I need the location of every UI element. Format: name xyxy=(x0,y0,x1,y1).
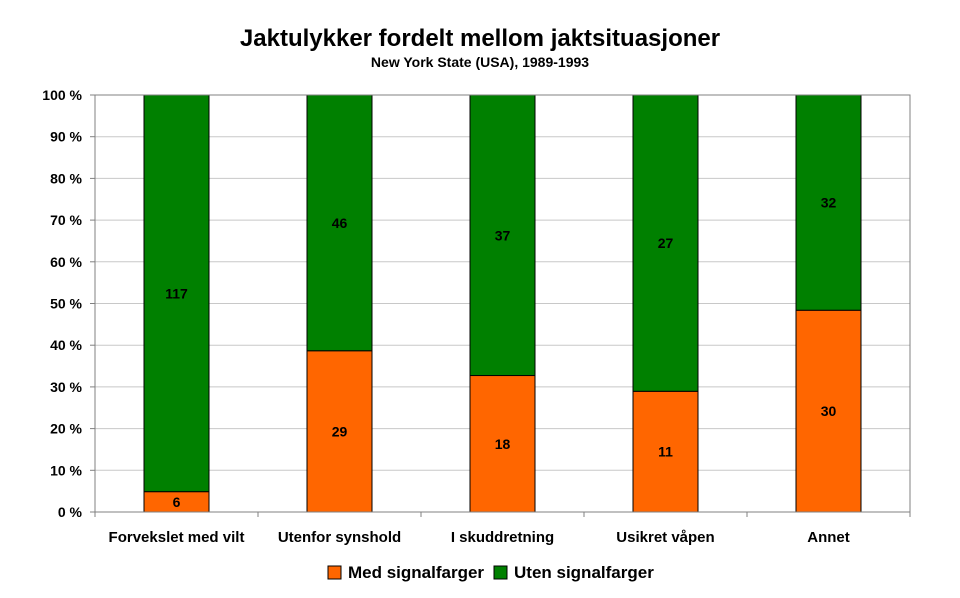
data-label: 117 xyxy=(165,285,188,301)
data-label: 27 xyxy=(658,235,674,251)
bar-segment xyxy=(795,94,862,311)
x-category-label: Forvekslet med vilt xyxy=(109,529,245,546)
x-category-label: Usikret våpen xyxy=(616,529,714,546)
data-label: 30 xyxy=(821,403,837,419)
bar-segment xyxy=(143,94,210,493)
y-tick-label: 20 % xyxy=(50,421,82,437)
bar-segment xyxy=(632,390,699,513)
y-tick-label: 50 % xyxy=(50,296,82,312)
y-tick-label: 90 % xyxy=(50,129,82,145)
y-tick-label: 100 % xyxy=(42,87,82,103)
y-tick-label: 60 % xyxy=(50,254,82,270)
y-tick-label: 70 % xyxy=(50,212,82,228)
chart-subtitle: New York State (USA), 1989-1993 xyxy=(371,54,589,70)
data-label: 37 xyxy=(495,227,511,243)
bar-segment xyxy=(469,94,536,377)
data-label: 18 xyxy=(495,436,511,452)
x-category-label: I skuddretning xyxy=(451,529,554,546)
bars: 6 117 29 46 18 37 11 27 30 32 xyxy=(143,94,862,513)
legend-label: Med signalfarger xyxy=(348,563,484,582)
chart-title: Jaktulykker fordelt mellom jaktsituasjon… xyxy=(240,25,720,52)
y-tick-label: 40 % xyxy=(50,337,82,353)
bar-segment xyxy=(632,94,699,392)
legend-label: Uten signalfarger xyxy=(514,563,654,582)
legend-swatch xyxy=(327,565,342,580)
x-category-label: Annet xyxy=(807,529,850,546)
legend: Med signalfarger Uten signalfarger xyxy=(327,563,654,582)
bar-segment xyxy=(306,94,373,352)
data-label: 29 xyxy=(332,423,348,439)
y-tick-label: 30 % xyxy=(50,379,82,395)
data-label: 6 xyxy=(173,494,181,510)
data-label: 46 xyxy=(332,215,348,231)
y-tick-label: 10 % xyxy=(50,462,82,478)
y-tick-label: 80 % xyxy=(50,170,82,186)
x-category-label: Utenfor synshold xyxy=(278,529,401,546)
y-tick-label: 0 % xyxy=(58,504,83,520)
data-label: 32 xyxy=(821,195,837,211)
axes: 0 % 10 % 20 % 30 % 40 % 50 % 60 % 70 % 80 % 90 % 1… xyxy=(42,87,911,546)
plot-frame xyxy=(94,94,911,513)
legend-swatch xyxy=(493,565,508,580)
data-label: 11 xyxy=(658,444,673,460)
